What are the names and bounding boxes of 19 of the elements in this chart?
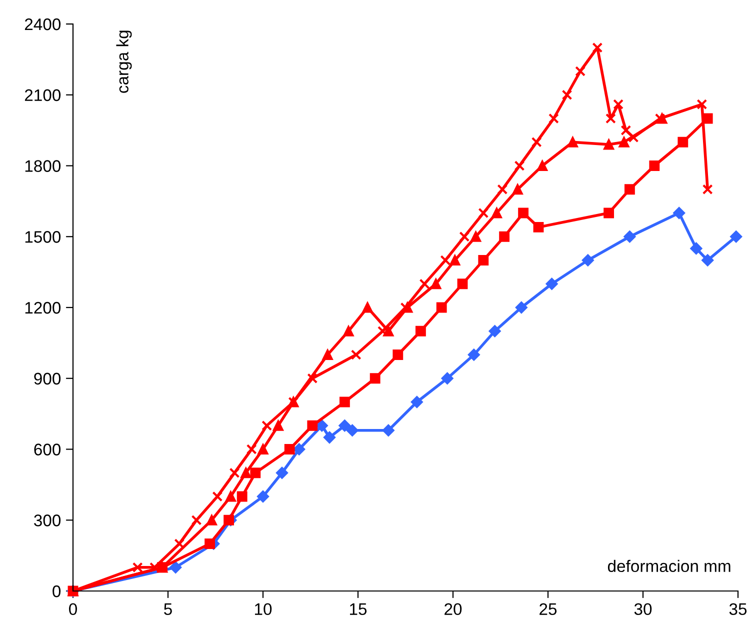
y-tick-label: 1800 bbox=[25, 160, 61, 172]
x-tick-label: 25 bbox=[540, 603, 557, 616]
y-tick-label: 1200 bbox=[25, 302, 61, 314]
y-tick-label: 300 bbox=[34, 514, 61, 526]
y-tick-label: 0 bbox=[52, 585, 61, 598]
x-tick-label: 15 bbox=[350, 603, 367, 616]
y-tick-label: 900 bbox=[34, 372, 61, 385]
x-tick-label: 0 bbox=[69, 603, 77, 616]
y-tick-label: 1500 bbox=[25, 231, 61, 243]
y-tick-label: 2400 bbox=[24, 18, 61, 30]
y-axis-title: carga kg bbox=[116, 30, 132, 93]
x-tick-label: 30 bbox=[634, 603, 652, 616]
x-tick-label: 5 bbox=[164, 603, 172, 616]
y-tick-label: 2100 bbox=[24, 89, 61, 102]
y-tick-label: 600 bbox=[34, 444, 61, 456]
x-tick-label: 35 bbox=[729, 603, 747, 616]
x-axis-title: deformacion mm bbox=[608, 560, 730, 572]
x-tick-label: 10 bbox=[255, 603, 272, 616]
x-tick-label: 20 bbox=[444, 603, 462, 616]
